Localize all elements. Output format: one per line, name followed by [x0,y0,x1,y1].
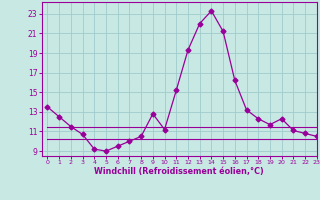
X-axis label: Windchill (Refroidissement éolien,°C): Windchill (Refroidissement éolien,°C) [94,167,264,176]
